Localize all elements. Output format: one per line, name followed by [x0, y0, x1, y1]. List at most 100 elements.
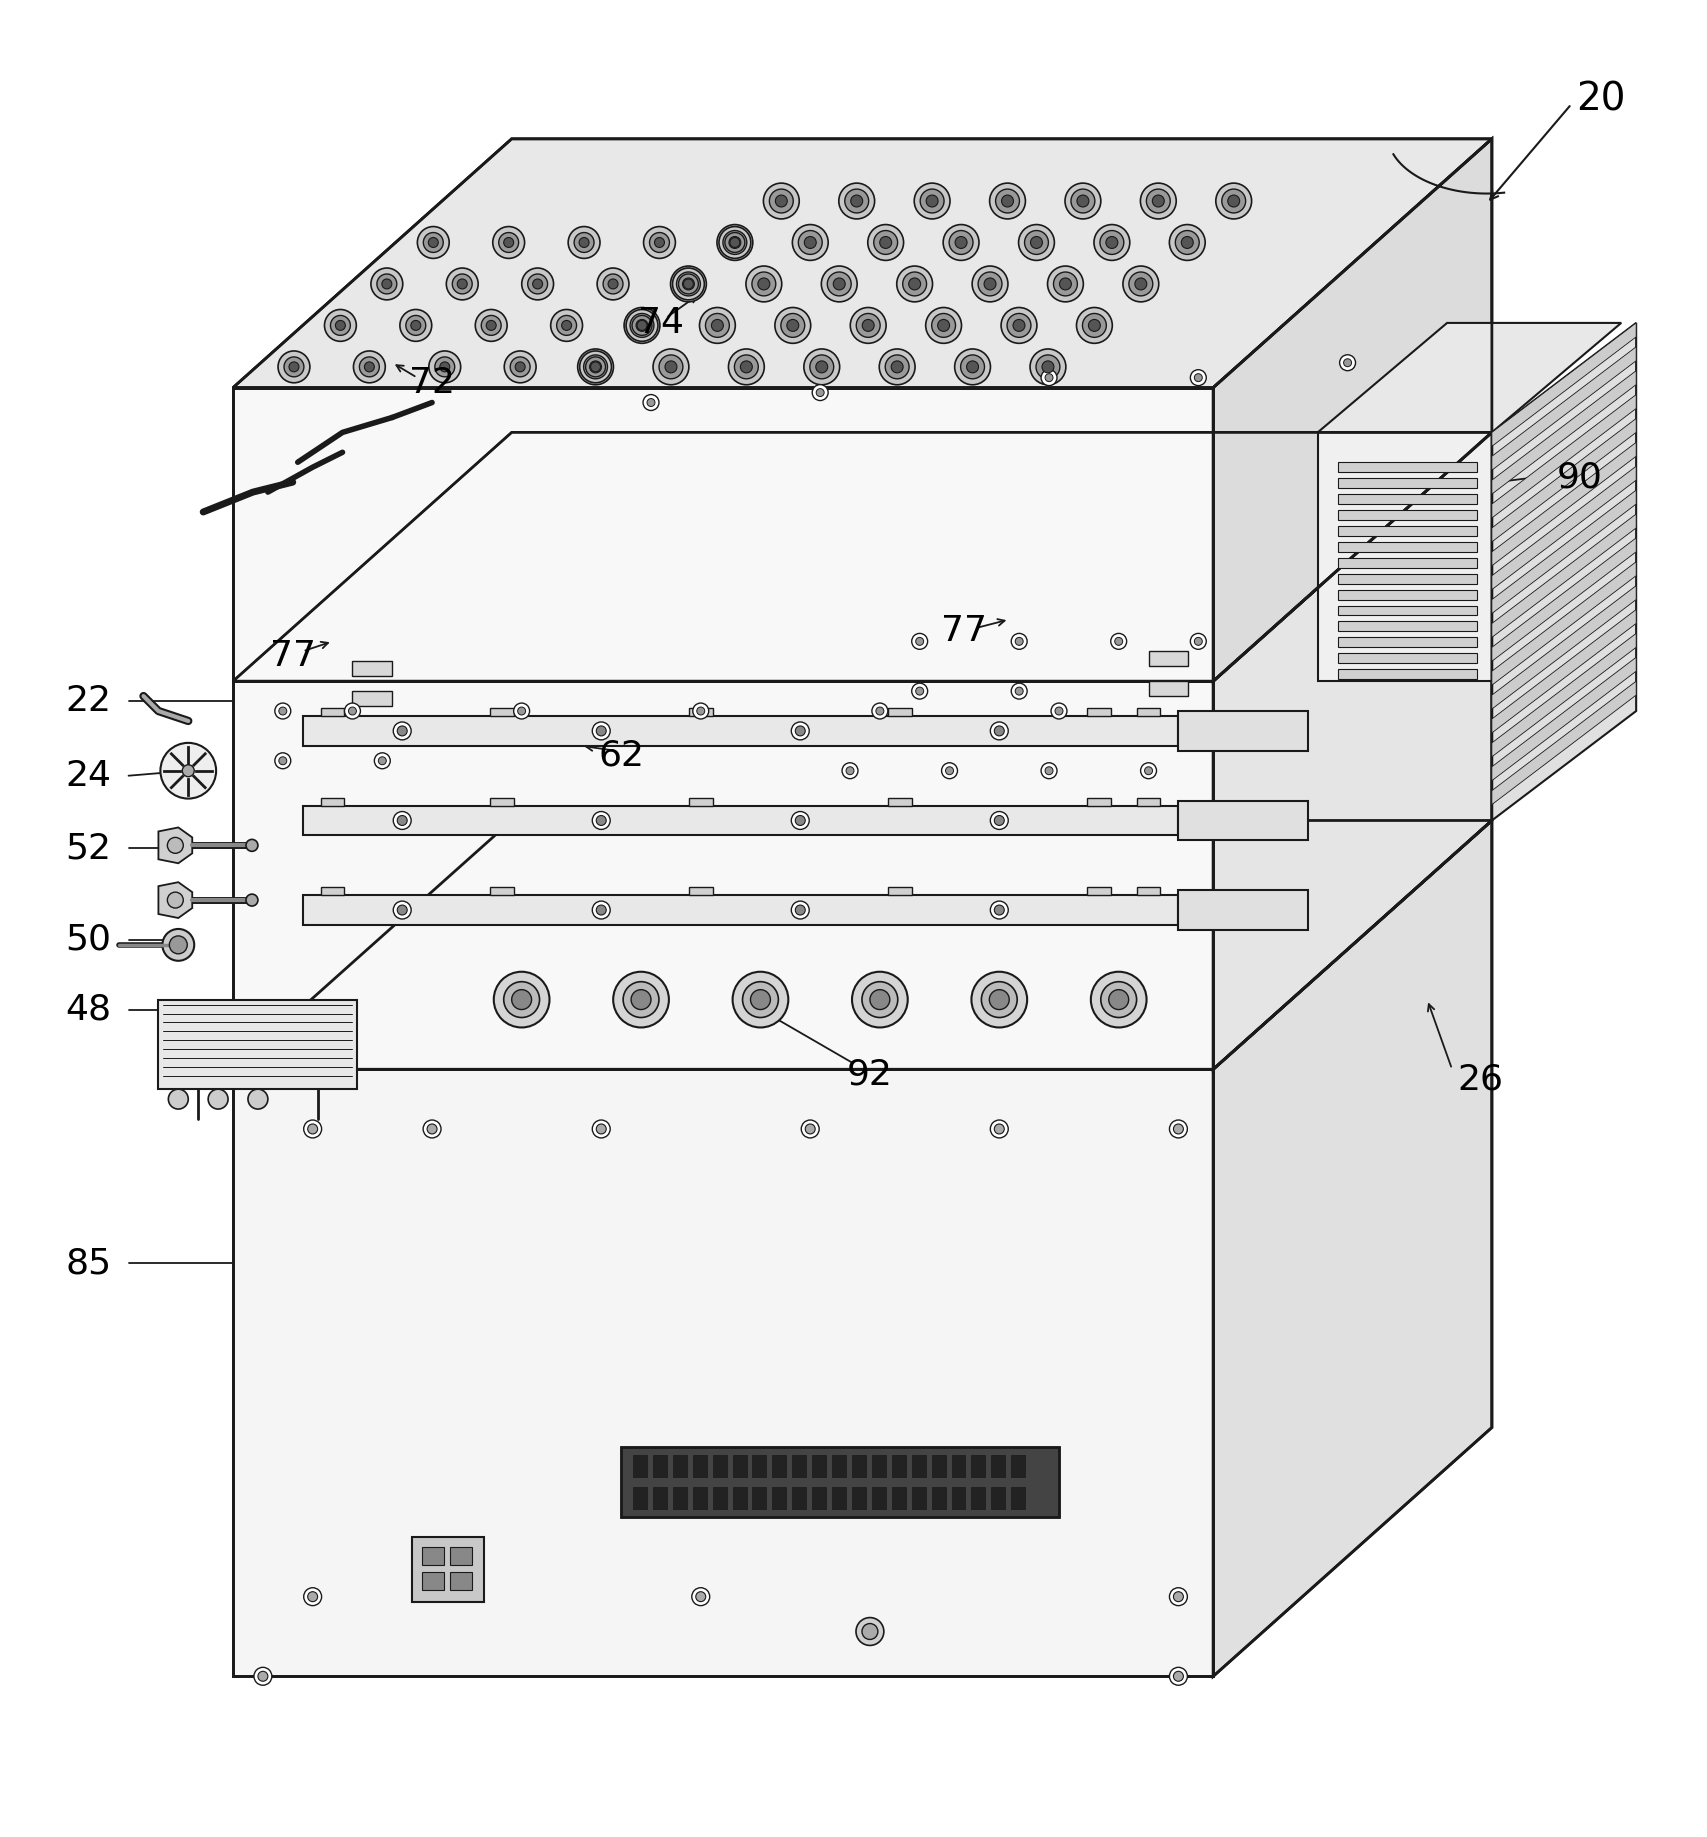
- Ellipse shape: [584, 364, 606, 375]
- Ellipse shape: [753, 281, 775, 290]
- Circle shape: [1029, 349, 1065, 384]
- Circle shape: [804, 237, 816, 248]
- Circle shape: [712, 320, 724, 331]
- Polygon shape: [673, 1488, 686, 1510]
- Ellipse shape: [845, 198, 867, 208]
- Circle shape: [504, 981, 539, 1018]
- Circle shape: [596, 1124, 606, 1133]
- Text: 50: 50: [65, 922, 111, 957]
- Circle shape: [1012, 320, 1024, 331]
- Polygon shape: [1490, 323, 1635, 821]
- Circle shape: [946, 766, 953, 775]
- Circle shape: [304, 1121, 321, 1137]
- Circle shape: [855, 1618, 883, 1646]
- Polygon shape: [1337, 511, 1477, 520]
- Polygon shape: [422, 1572, 444, 1589]
- Polygon shape: [673, 1455, 686, 1477]
- Circle shape: [959, 355, 983, 378]
- Circle shape: [592, 722, 609, 740]
- Circle shape: [393, 812, 411, 830]
- Circle shape: [852, 972, 906, 1027]
- Polygon shape: [490, 707, 514, 716]
- Ellipse shape: [1036, 364, 1058, 375]
- Circle shape: [642, 395, 659, 410]
- Polygon shape: [321, 887, 345, 895]
- Circle shape: [1041, 360, 1053, 373]
- Circle shape: [1053, 272, 1077, 296]
- Circle shape: [510, 356, 529, 377]
- Circle shape: [925, 195, 937, 208]
- Text: 90: 90: [1555, 459, 1601, 494]
- Text: 74: 74: [638, 307, 683, 340]
- Circle shape: [988, 990, 1009, 1010]
- Circle shape: [649, 233, 669, 252]
- Ellipse shape: [1082, 323, 1104, 332]
- Circle shape: [855, 314, 879, 338]
- Circle shape: [1145, 189, 1169, 213]
- Circle shape: [780, 314, 804, 338]
- Circle shape: [613, 972, 669, 1027]
- Circle shape: [993, 726, 1004, 737]
- Circle shape: [1011, 634, 1026, 648]
- Circle shape: [596, 906, 606, 915]
- Polygon shape: [951, 1455, 964, 1477]
- Polygon shape: [232, 140, 512, 682]
- Polygon shape: [1490, 562, 1635, 685]
- Circle shape: [345, 704, 360, 718]
- Circle shape: [896, 266, 932, 301]
- Circle shape: [358, 356, 379, 377]
- Circle shape: [504, 237, 514, 248]
- Circle shape: [659, 355, 683, 378]
- Polygon shape: [490, 887, 514, 895]
- Circle shape: [845, 766, 854, 775]
- Text: 48: 48: [65, 992, 111, 1027]
- Polygon shape: [852, 1488, 865, 1510]
- Circle shape: [813, 384, 828, 400]
- Text: 52: 52: [65, 832, 111, 865]
- Circle shape: [208, 1089, 229, 1110]
- Circle shape: [254, 1668, 271, 1685]
- Polygon shape: [411, 1538, 483, 1602]
- Circle shape: [423, 233, 444, 252]
- Circle shape: [1190, 369, 1205, 386]
- Circle shape: [954, 349, 990, 384]
- Ellipse shape: [799, 239, 821, 250]
- Circle shape: [579, 237, 589, 248]
- Polygon shape: [1337, 494, 1477, 503]
- Polygon shape: [1490, 347, 1635, 470]
- Polygon shape: [1337, 637, 1477, 647]
- Text: 77: 77: [270, 639, 316, 674]
- Polygon shape: [792, 1455, 806, 1477]
- Circle shape: [504, 351, 536, 382]
- Circle shape: [751, 272, 775, 296]
- Ellipse shape: [1222, 198, 1244, 208]
- Circle shape: [632, 316, 652, 336]
- Polygon shape: [1490, 538, 1635, 661]
- Text: 92: 92: [847, 1058, 893, 1091]
- Circle shape: [652, 349, 688, 384]
- Circle shape: [592, 902, 609, 918]
- Circle shape: [695, 1591, 705, 1602]
- Circle shape: [169, 1089, 188, 1110]
- Circle shape: [329, 316, 350, 336]
- Polygon shape: [1135, 797, 1159, 806]
- Circle shape: [993, 816, 1004, 825]
- Ellipse shape: [920, 198, 942, 208]
- Polygon shape: [753, 1488, 766, 1510]
- Circle shape: [556, 316, 577, 336]
- Polygon shape: [232, 821, 1490, 1069]
- Polygon shape: [232, 388, 1212, 682]
- Circle shape: [1055, 707, 1062, 715]
- Circle shape: [874, 230, 898, 254]
- Circle shape: [912, 634, 927, 648]
- Text: 62: 62: [597, 738, 644, 773]
- Polygon shape: [352, 661, 393, 676]
- Polygon shape: [633, 1455, 647, 1477]
- Circle shape: [671, 266, 707, 301]
- Circle shape: [1110, 634, 1127, 648]
- Circle shape: [1007, 314, 1031, 338]
- Circle shape: [816, 360, 828, 373]
- Circle shape: [971, 972, 1026, 1027]
- Circle shape: [1128, 272, 1152, 296]
- Circle shape: [654, 237, 664, 248]
